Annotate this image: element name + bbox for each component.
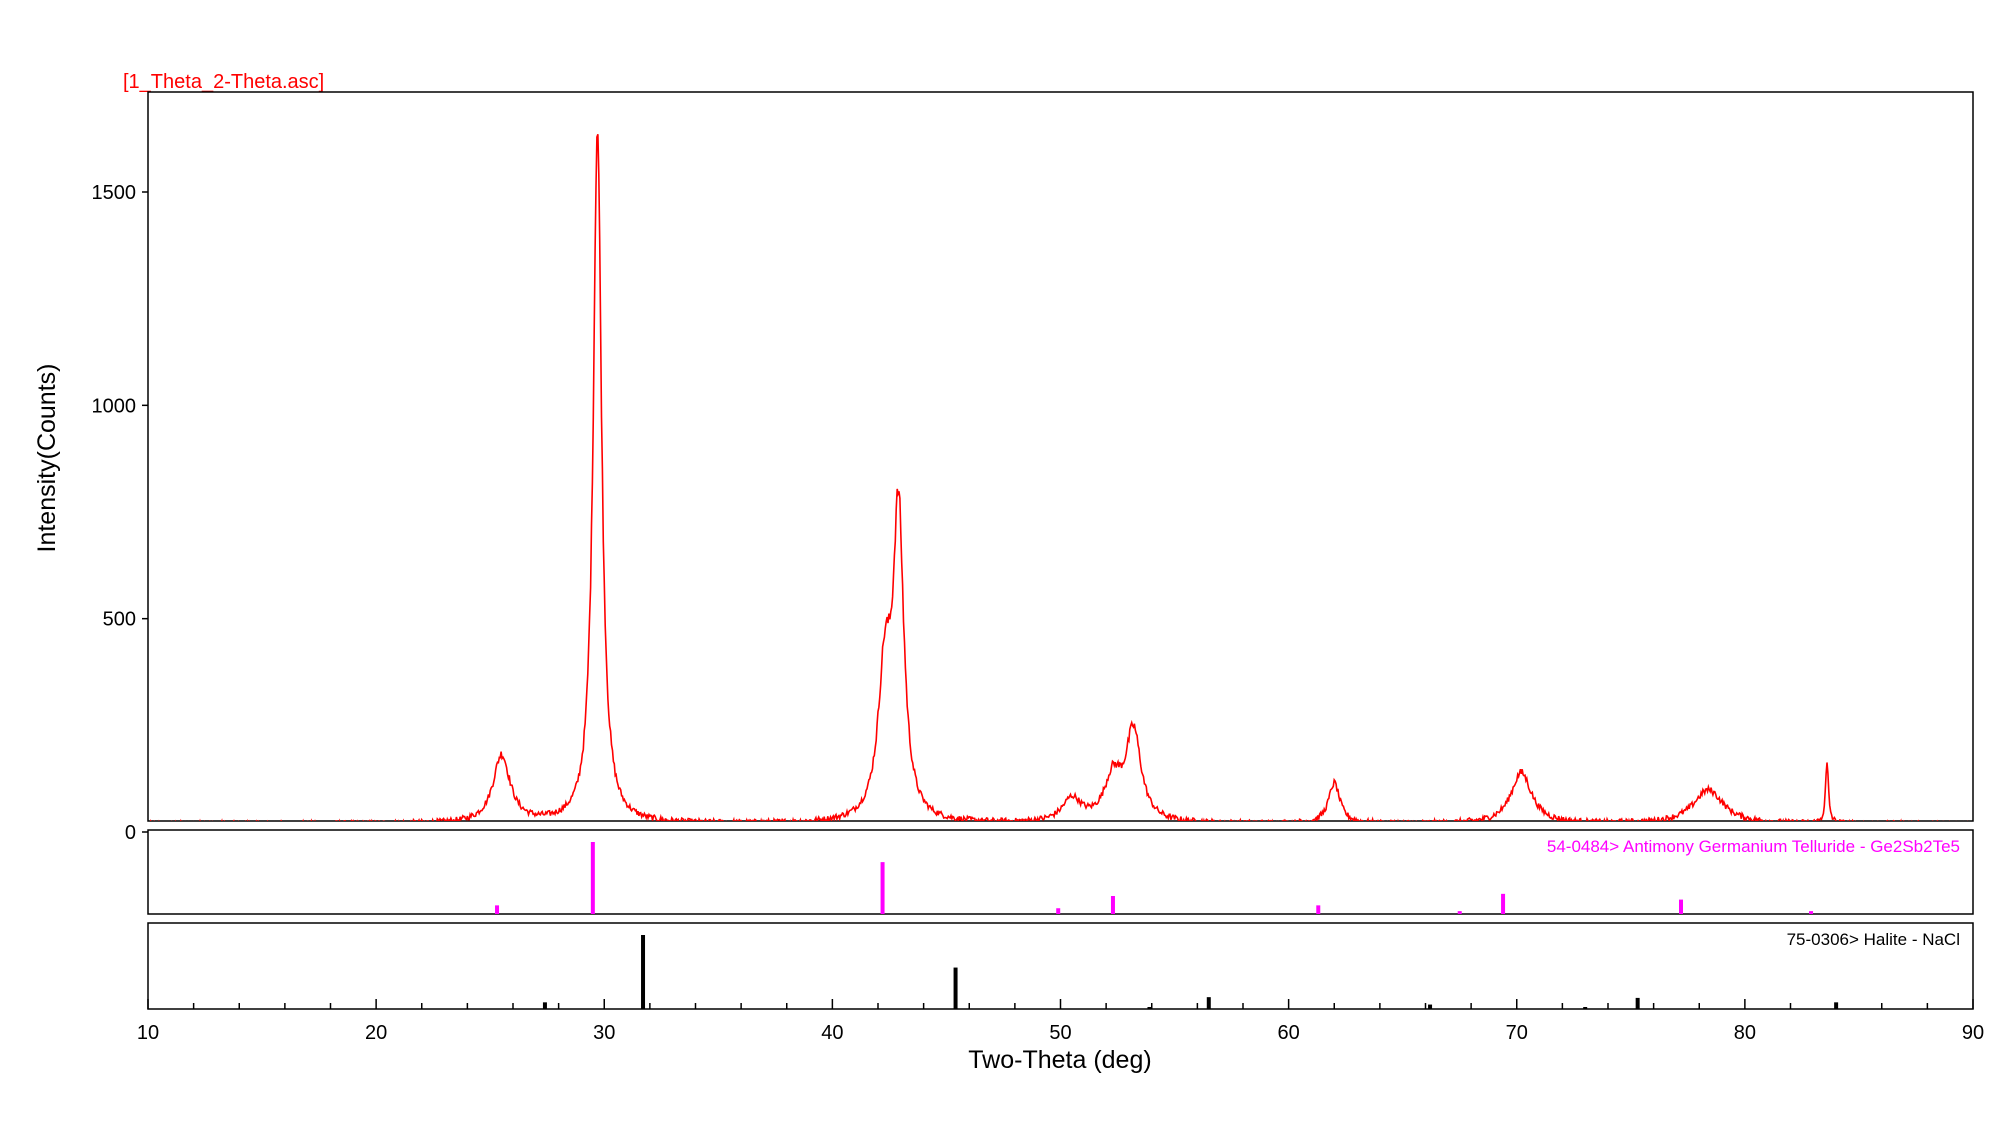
reference-panel-2-frame [147,922,1974,1010]
y-axis-title: Intensity(Counts) [33,364,61,553]
reference-panel-1-frame [147,829,1974,915]
reference-lines-1 [495,842,1814,914]
reference-lines-2 [542,935,1839,1009]
reference-label-2: 75-0306> Halite - NaCl [1787,930,1960,949]
x-tick-label: 20 [365,1022,387,1044]
y-tick-label: 1500 [92,182,137,204]
x-tick-label: 90 [1962,1022,1984,1044]
y-tick-label: 1000 [92,395,137,417]
x-axis-title: Two-Theta (deg) [968,1046,1151,1074]
y-tick-label: 0 [125,822,136,844]
x-tick-label: 50 [1049,1022,1071,1044]
x-tick-label: 30 [593,1022,615,1044]
x-tick-label: 80 [1734,1022,1756,1044]
reference-label-1: 54-0484> Antimony Germanium Telluride - … [1547,837,1960,856]
y-tick-label: 500 [103,609,136,631]
main-plot-area [149,134,1968,821]
x-tick-label: 40 [821,1022,843,1044]
x-tick-label: 10 [137,1022,159,1044]
main-plot-frame [147,91,1974,822]
y-axis: 0 500 1000 1500 [92,182,148,844]
x-tick-label: 60 [1278,1022,1300,1044]
xrd-pattern-line [149,134,1968,821]
x-axis: 10 20 30 40 50 60 70 80 90 [137,999,1984,1044]
chart-title: [1_Theta_2-Theta.asc] [123,71,324,93]
x-tick-label: 70 [1506,1022,1528,1044]
